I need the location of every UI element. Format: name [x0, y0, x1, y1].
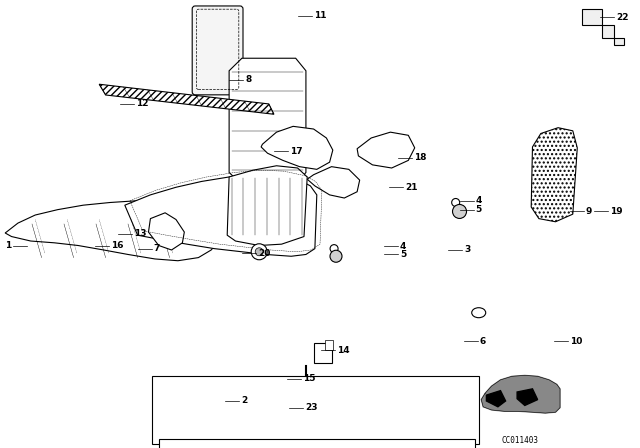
Text: 5: 5	[476, 205, 482, 214]
Text: 8: 8	[245, 75, 252, 84]
Text: 15: 15	[303, 374, 316, 383]
Bar	[268, 401, 326, 414]
Text: 13: 13	[134, 229, 147, 238]
Polygon shape	[307, 167, 360, 198]
Text: 23: 23	[305, 403, 318, 412]
Circle shape	[201, 397, 206, 402]
Ellipse shape	[472, 308, 486, 318]
Polygon shape	[531, 128, 577, 222]
Text: 6: 6	[480, 337, 486, 346]
FancyBboxPatch shape	[192, 6, 243, 95]
Bar	[301, 380, 311, 383]
Text: 21: 21	[405, 183, 418, 192]
Bar	[159, 439, 475, 448]
Polygon shape	[261, 126, 333, 169]
Text: 19: 19	[610, 207, 623, 216]
Circle shape	[452, 204, 467, 219]
Text: 16: 16	[111, 241, 124, 250]
Text: 4: 4	[400, 242, 406, 251]
Polygon shape	[357, 132, 415, 168]
Text: CC011403: CC011403	[502, 436, 539, 445]
Polygon shape	[125, 175, 317, 256]
Text: 9: 9	[586, 207, 592, 216]
Circle shape	[452, 198, 460, 207]
Polygon shape	[582, 9, 624, 45]
Text: 10: 10	[570, 337, 582, 346]
Text: 3: 3	[464, 246, 470, 254]
Text: 14: 14	[337, 346, 350, 355]
Circle shape	[330, 250, 342, 262]
Text: 17: 17	[290, 147, 303, 156]
Circle shape	[198, 395, 209, 405]
Text: 22: 22	[616, 13, 629, 22]
Circle shape	[255, 248, 263, 256]
Polygon shape	[517, 389, 538, 405]
Circle shape	[252, 244, 268, 260]
Text: 1: 1	[4, 241, 11, 250]
Text: 12: 12	[136, 99, 149, 108]
Text: 4: 4	[476, 196, 482, 205]
Bar	[152, 376, 479, 444]
Polygon shape	[227, 166, 307, 246]
Text: 18: 18	[414, 153, 427, 162]
Bar	[325, 340, 333, 350]
Polygon shape	[148, 213, 184, 250]
Polygon shape	[99, 84, 274, 114]
Polygon shape	[5, 201, 221, 261]
Text: 11: 11	[314, 11, 326, 20]
Text: 20: 20	[258, 249, 270, 258]
Polygon shape	[481, 375, 560, 413]
Text: 7: 7	[154, 244, 160, 253]
Bar	[314, 343, 332, 363]
Text: 2: 2	[241, 396, 248, 405]
Text: 5: 5	[400, 250, 406, 259]
Polygon shape	[486, 391, 506, 407]
Circle shape	[330, 245, 338, 253]
Polygon shape	[229, 58, 306, 185]
